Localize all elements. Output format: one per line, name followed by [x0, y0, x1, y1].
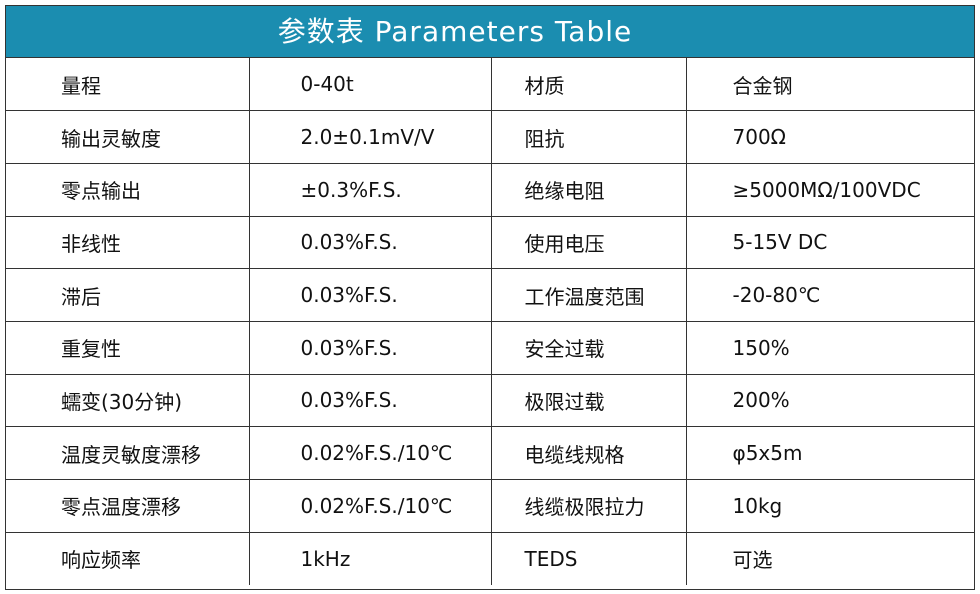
param-name: 量程 [6, 58, 250, 112]
table-row: 非线性 0.03%F.S. 使用电压 5-15V DC [6, 216, 974, 270]
param-name: 零点输出 [6, 163, 250, 217]
param-name: 温度灵敏度漂移 [6, 426, 250, 480]
param-name: 极限过载 [490, 374, 687, 428]
param-value: ±0.3%F.S. [248, 163, 492, 217]
param-value: 0.03%F.S. [248, 268, 492, 322]
param-value: 0.03%F.S. [248, 321, 492, 375]
param-value: 0-40t [248, 58, 492, 112]
param-value: ≥5000MΩ/100VDC [685, 163, 974, 217]
parameters-panel: 参数表 Parameters Table 量程 0-40t 材质 合金钢 输出灵敏度 2.… [5, 5, 975, 590]
param-name: 安全过载 [490, 321, 687, 375]
parameters-table: 量程 0-40t 材质 合金钢 输出灵敏度 2.0±0.1mV/V 阻抗 700Ω 零点输出 ±0… [6, 58, 974, 585]
param-value: 200% [685, 374, 974, 428]
param-name: 重复性 [6, 321, 250, 375]
param-value: 10kg [685, 479, 974, 533]
param-name: 工作温度范围 [490, 268, 687, 322]
param-name: TEDS [490, 532, 687, 585]
table-row: 零点输出 ±0.3%F.S. 绝缘电阻 ≥5000MΩ/100VDC [6, 163, 974, 217]
table-row: 重复性 0.03%F.S. 安全过载 150% [6, 321, 974, 375]
param-value: 0.03%F.S. [248, 216, 492, 270]
param-value: 2.0±0.1mV/V [248, 110, 492, 164]
param-name: 使用电压 [490, 216, 687, 270]
param-name: 绝缘电阻 [490, 163, 687, 217]
param-name: 线缆极限拉力 [490, 479, 687, 533]
param-value: 150% [685, 321, 974, 375]
table-row: 蠕变(30分钟) 0.03%F.S. 极限过载 200% [6, 374, 974, 428]
param-value: φ5x5m [685, 426, 974, 480]
header-title: 参数表 Parameters Table [6, 6, 974, 58]
param-value: 0.02%F.S./10℃ [248, 426, 492, 480]
param-value: -20-80℃ [685, 268, 974, 322]
param-value: 0.02%F.S./10℃ [248, 479, 492, 533]
param-name: 滞后 [6, 268, 250, 322]
table-row: 零点温度漂移 0.02%F.S./10℃ 线缆极限拉力 10kg [6, 479, 974, 533]
param-value: 700Ω [685, 110, 974, 164]
param-name: 蠕变(30分钟) [6, 374, 250, 428]
param-value: 合金钢 [685, 58, 974, 112]
param-name: 阻抗 [490, 110, 687, 164]
param-value: 可选 [685, 532, 974, 585]
param-name: 材质 [490, 58, 687, 112]
param-name: 电缆线规格 [490, 426, 687, 480]
table-row: 响应频率 1kHz TEDS 可选 [6, 532, 974, 585]
table-row: 输出灵敏度 2.0±0.1mV/V 阻抗 700Ω [6, 110, 974, 164]
table-row: 量程 0-40t 材质 合金钢 [6, 58, 974, 112]
table-row: 温度灵敏度漂移 0.02%F.S./10℃ 电缆线规格 φ5x5m [6, 426, 974, 480]
param-name: 输出灵敏度 [6, 110, 250, 164]
param-value: 1kHz [248, 532, 492, 585]
param-name: 零点温度漂移 [6, 479, 250, 533]
param-value: 0.03%F.S. [248, 374, 492, 428]
param-value: 5-15V DC [685, 216, 974, 270]
param-name: 响应频率 [6, 532, 250, 585]
table-row: 滞后 0.03%F.S. 工作温度范围 -20-80℃ [6, 268, 974, 322]
param-name: 非线性 [6, 216, 250, 270]
